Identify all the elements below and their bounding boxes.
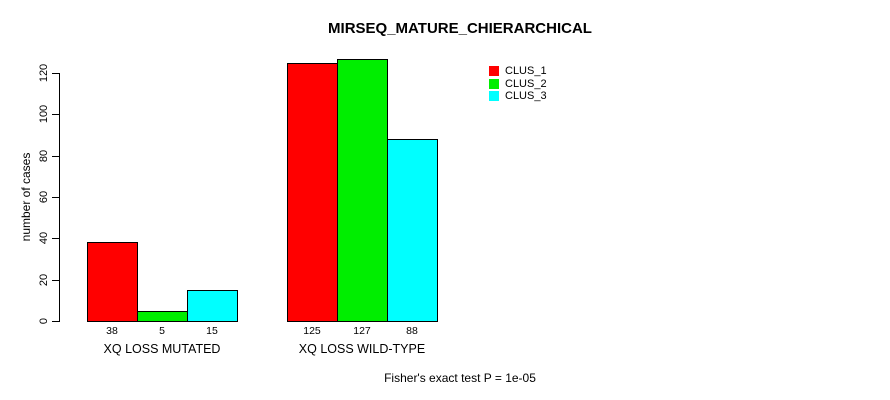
y-tick-mark: [52, 114, 59, 115]
bar-clus_1-2: [287, 63, 338, 322]
bar-value-label: 125: [303, 325, 321, 337]
bar-clus_3-2: [387, 139, 438, 322]
legend-item-clus_3: CLUS_3: [489, 90, 547, 103]
legend-label: CLUS_2: [505, 77, 547, 90]
bar-value-label: 127: [353, 325, 371, 337]
bar-value-label: 15: [206, 325, 218, 337]
bar-clus_3-1: [187, 290, 238, 322]
bar-clus_2-2: [337, 59, 388, 322]
legend-label: CLUS_1: [505, 65, 547, 78]
legend-label: CLUS_3: [505, 90, 547, 103]
bar-clus_1-1: [87, 242, 138, 322]
legend-swatch-icon: [489, 91, 499, 102]
y-tick-mark: [52, 280, 59, 281]
y-axis-line: [59, 73, 60, 322]
legend-swatch-icon: [489, 66, 499, 77]
y-tick-mark: [52, 321, 59, 322]
y-tick-mark: [52, 197, 59, 198]
chart-title: MIRSEQ_MATURE_CHIERARCHICAL: [328, 20, 592, 37]
bar-value-label: 5: [159, 325, 165, 337]
y-axis-label-text: number of cases: [19, 152, 33, 242]
legend-item-clus_1: CLUS_1: [489, 65, 547, 78]
legend: CLUS_1 CLUS_2 CLUS_3: [489, 65, 547, 103]
category-label: XQ LOSS MUTATED: [103, 342, 221, 356]
y-tick-mark: [52, 73, 59, 74]
footnote-text: Fisher's exact test P = 1e-05: [384, 371, 536, 385]
legend-item-clus_2: CLUS_2: [489, 78, 547, 91]
y-tick-mark: [52, 238, 59, 239]
y-tick-mark: [52, 156, 59, 157]
bar-clus_2-1: [137, 311, 188, 322]
legend-swatch-icon: [489, 78, 499, 89]
bar-value-label: 38: [106, 325, 118, 337]
bar-value-label: 88: [406, 325, 418, 337]
category-label: XQ LOSS WILD-TYPE: [298, 342, 426, 356]
